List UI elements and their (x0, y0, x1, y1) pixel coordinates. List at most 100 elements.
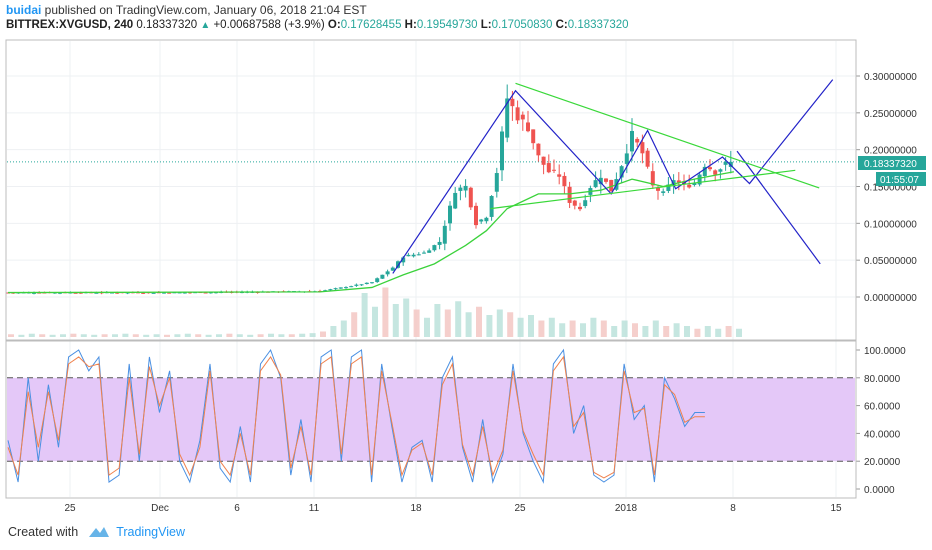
volume-bar (60, 334, 66, 337)
candle-body (422, 252, 426, 254)
volume-bar (153, 334, 160, 337)
candle-body (619, 166, 624, 178)
volume-bar (70, 333, 77, 337)
candle-body (110, 292, 114, 294)
x-tick-label: 8 (730, 503, 736, 514)
stoch-tick-label: 60.0000 (864, 402, 901, 413)
volume-bar (143, 334, 150, 337)
stoch-tick-label: 0.0000 (864, 485, 895, 496)
chart-area[interactable]: 25 Dec 6 11 18 25 2018 8 15 0.30000000 0.25000000 0… (0, 0, 932, 525)
volume-bar (424, 317, 430, 337)
candle-body (115, 292, 120, 294)
candle-body (390, 267, 395, 271)
candle-body (338, 287, 343, 289)
candle-body (552, 169, 556, 171)
volume-bar (455, 301, 462, 337)
volume-bar (465, 312, 472, 337)
candle-body (125, 292, 130, 294)
author-name[interactable]: buidai (6, 3, 42, 17)
candle-body (151, 292, 156, 294)
countdown-value: 01:55:07 (880, 175, 919, 186)
candle-body (666, 184, 671, 191)
y-tick-label: 0.15000000 (864, 183, 917, 194)
volume-bar (632, 323, 638, 337)
volume-bar (278, 334, 285, 337)
tradingview-brand-link[interactable]: TradingView (116, 525, 185, 539)
volume-bar (226, 333, 233, 337)
volume-bar (91, 334, 98, 337)
candle-body (713, 170, 718, 175)
volume-bar (725, 326, 732, 337)
volume-bar (559, 323, 566, 337)
volume-bar (257, 334, 264, 337)
candle-body (661, 191, 666, 193)
volume-bar (580, 323, 586, 337)
candle-body (557, 174, 562, 177)
x-tick-label: 2018 (615, 503, 638, 514)
price-tag-value: 0.18337320 (864, 159, 917, 170)
candle-body (364, 282, 369, 285)
volume-bar (434, 304, 441, 337)
candle-body (687, 184, 692, 188)
candle-body (141, 292, 146, 294)
candle-body (500, 131, 504, 171)
volume-bar (80, 334, 87, 337)
created-with-text: Created with (8, 525, 79, 539)
countdown-box (876, 172, 926, 186)
candle-body (349, 286, 354, 288)
candle-body (484, 217, 489, 222)
blue-trend-drawing (736, 150, 821, 265)
candle-body (624, 153, 629, 164)
candle-body (692, 183, 697, 186)
price-pane-border (5, 39, 857, 341)
volume-bar (361, 293, 368, 337)
candle-body (656, 187, 660, 191)
candle-body (359, 284, 364, 286)
y-tick-label: 0.00000000 (864, 293, 917, 304)
candle-body (515, 107, 520, 121)
candle-body (697, 174, 702, 185)
candle-body (385, 271, 390, 275)
volume-bar (548, 317, 555, 337)
candle-body (708, 167, 712, 170)
volume-bar (132, 334, 139, 337)
volume-bar (236, 334, 243, 337)
candle-body (489, 196, 494, 217)
candle-body (328, 289, 333, 291)
moving-average-line (7, 171, 735, 294)
green-triangle-line (490, 169, 796, 210)
stoch-band (7, 377, 855, 462)
candle-body (640, 142, 645, 154)
stoch-tick-label: 20.0000 (864, 457, 901, 468)
candle-body (401, 257, 406, 263)
volume-bar (28, 333, 35, 337)
candle-body (583, 200, 588, 207)
candle-body (370, 282, 374, 284)
volume-bar (392, 304, 399, 337)
volume-bar (309, 333, 316, 337)
volume-bar (174, 334, 181, 337)
candle-body (203, 292, 208, 294)
x-tick-label: 6 (234, 503, 240, 514)
volume-bar (403, 298, 410, 337)
candle-body (702, 166, 707, 176)
up-arrow-icon: ▲ (200, 20, 211, 31)
volume-bar (528, 315, 534, 337)
y-tick-label: 0.30000000 (864, 72, 917, 83)
volume-bar (652, 320, 659, 337)
green-triangle-line (515, 82, 820, 189)
candle-body (609, 179, 614, 192)
volume-bar (122, 333, 129, 337)
volume-bar (195, 334, 202, 337)
candle-body (208, 292, 213, 294)
volume-bar (517, 317, 524, 337)
stoch-tick-label: 80.0000 (864, 374, 901, 385)
candle-body (645, 150, 650, 167)
y-tick-label: 0.20000000 (864, 146, 917, 157)
tradingview-logo-icon[interactable] (88, 525, 110, 539)
open-label: O: (327, 19, 341, 31)
volume-bar (663, 326, 670, 337)
candle-body (458, 187, 463, 191)
footer: Created with TradingView (8, 525, 185, 539)
candle-body (526, 122, 530, 132)
